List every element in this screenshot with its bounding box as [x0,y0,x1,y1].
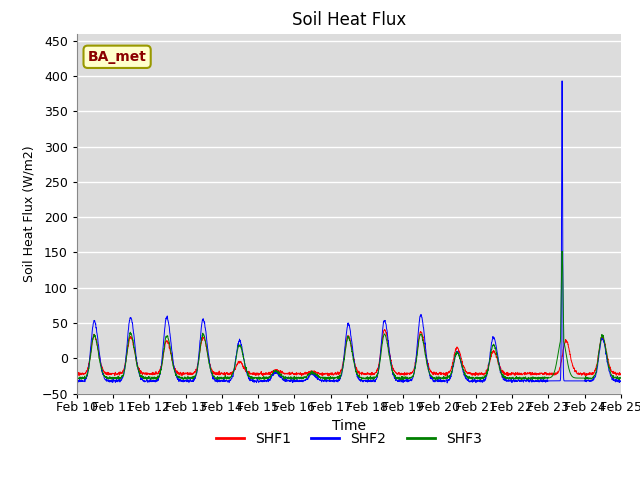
Line: SHF3: SHF3 [77,251,621,380]
SHF1 [225,372,232,377]
SHF2 [558,78,566,84]
SHF3 [225,375,232,381]
Y-axis label: Soil Heat Flux (W/m2): Soil Heat Flux (W/m2) [22,145,36,282]
SHF2 [376,354,384,360]
SHF3 [507,375,515,381]
SHF1 [570,364,577,370]
SHF1 [376,353,384,359]
Title: Soil Heat Flux: Soil Heat Flux [292,11,406,29]
SHF3 [584,375,592,381]
SHF3 [73,374,81,380]
SHF2 [570,378,577,384]
SHF3 [365,376,372,382]
SHF2 [617,378,625,384]
Line: SHF2: SHF2 [77,81,621,383]
SHF1 [365,371,372,377]
SHF2 [73,378,81,384]
SHF3 [570,374,577,380]
SHF2 [365,378,372,384]
SHF3 [376,357,384,363]
SHF1 [508,371,515,377]
SHF1 [617,371,625,377]
SHF1 [73,370,81,375]
SHF2 [584,378,592,384]
SHF1 [584,371,592,376]
SHF3 [617,375,625,381]
Legend: SHF1, SHF2, SHF3: SHF1, SHF2, SHF3 [210,426,488,452]
SHF2 [444,380,451,386]
SHF1 [381,326,388,332]
SHF3 [432,377,440,383]
SHF2 [225,378,232,384]
Text: BA_met: BA_met [88,50,147,64]
Line: SHF1: SHF1 [77,329,621,376]
SHF3 [558,248,566,254]
X-axis label: Time: Time [332,419,366,433]
SHF1 [442,373,449,379]
SHF2 [507,378,515,384]
